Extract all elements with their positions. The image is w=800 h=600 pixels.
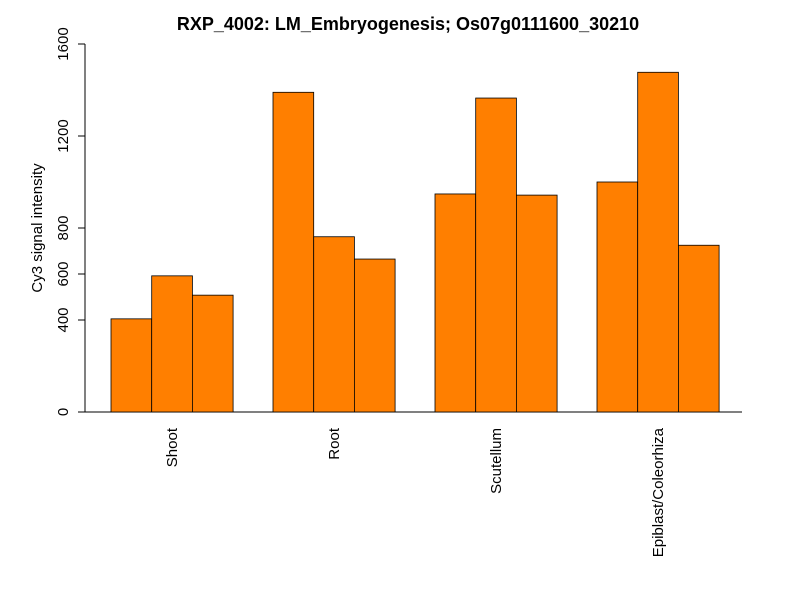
y-tick-label: 800 (55, 215, 72, 240)
bar (191, 294, 234, 413)
y-tick-label: 0 (55, 408, 72, 416)
category-label: Shoot (164, 427, 181, 467)
y-tick-label: 1200 (55, 119, 72, 152)
bar (353, 258, 396, 413)
category-label: Epiblast/Coleorhiza (650, 427, 667, 557)
bar (596, 181, 639, 413)
bars (110, 71, 720, 413)
bar (110, 318, 153, 413)
category-labels: Shoot Root Scutellum Epiblast/Coleorhiza (164, 427, 667, 557)
bar (272, 91, 315, 413)
bar (434, 193, 477, 413)
category-label: Scutellum (488, 428, 505, 494)
y-ticks: 0 400 600 800 1200 1600 (55, 27, 85, 416)
bar (151, 275, 193, 413)
y-tick-label: 600 (55, 261, 72, 286)
y-tick-label: 400 (55, 307, 72, 332)
y-tick-label: 1600 (55, 27, 72, 60)
category-label: Root (326, 427, 343, 460)
y-axis-label: Cy3 signal intensity (29, 163, 46, 293)
bar (678, 244, 720, 413)
bar (516, 194, 558, 413)
chart-title: RXP_4002: LM_Embryogenesis; Os07g0111600… (177, 14, 639, 34)
bar (637, 71, 679, 413)
bar (313, 236, 355, 413)
bar (475, 97, 517, 413)
